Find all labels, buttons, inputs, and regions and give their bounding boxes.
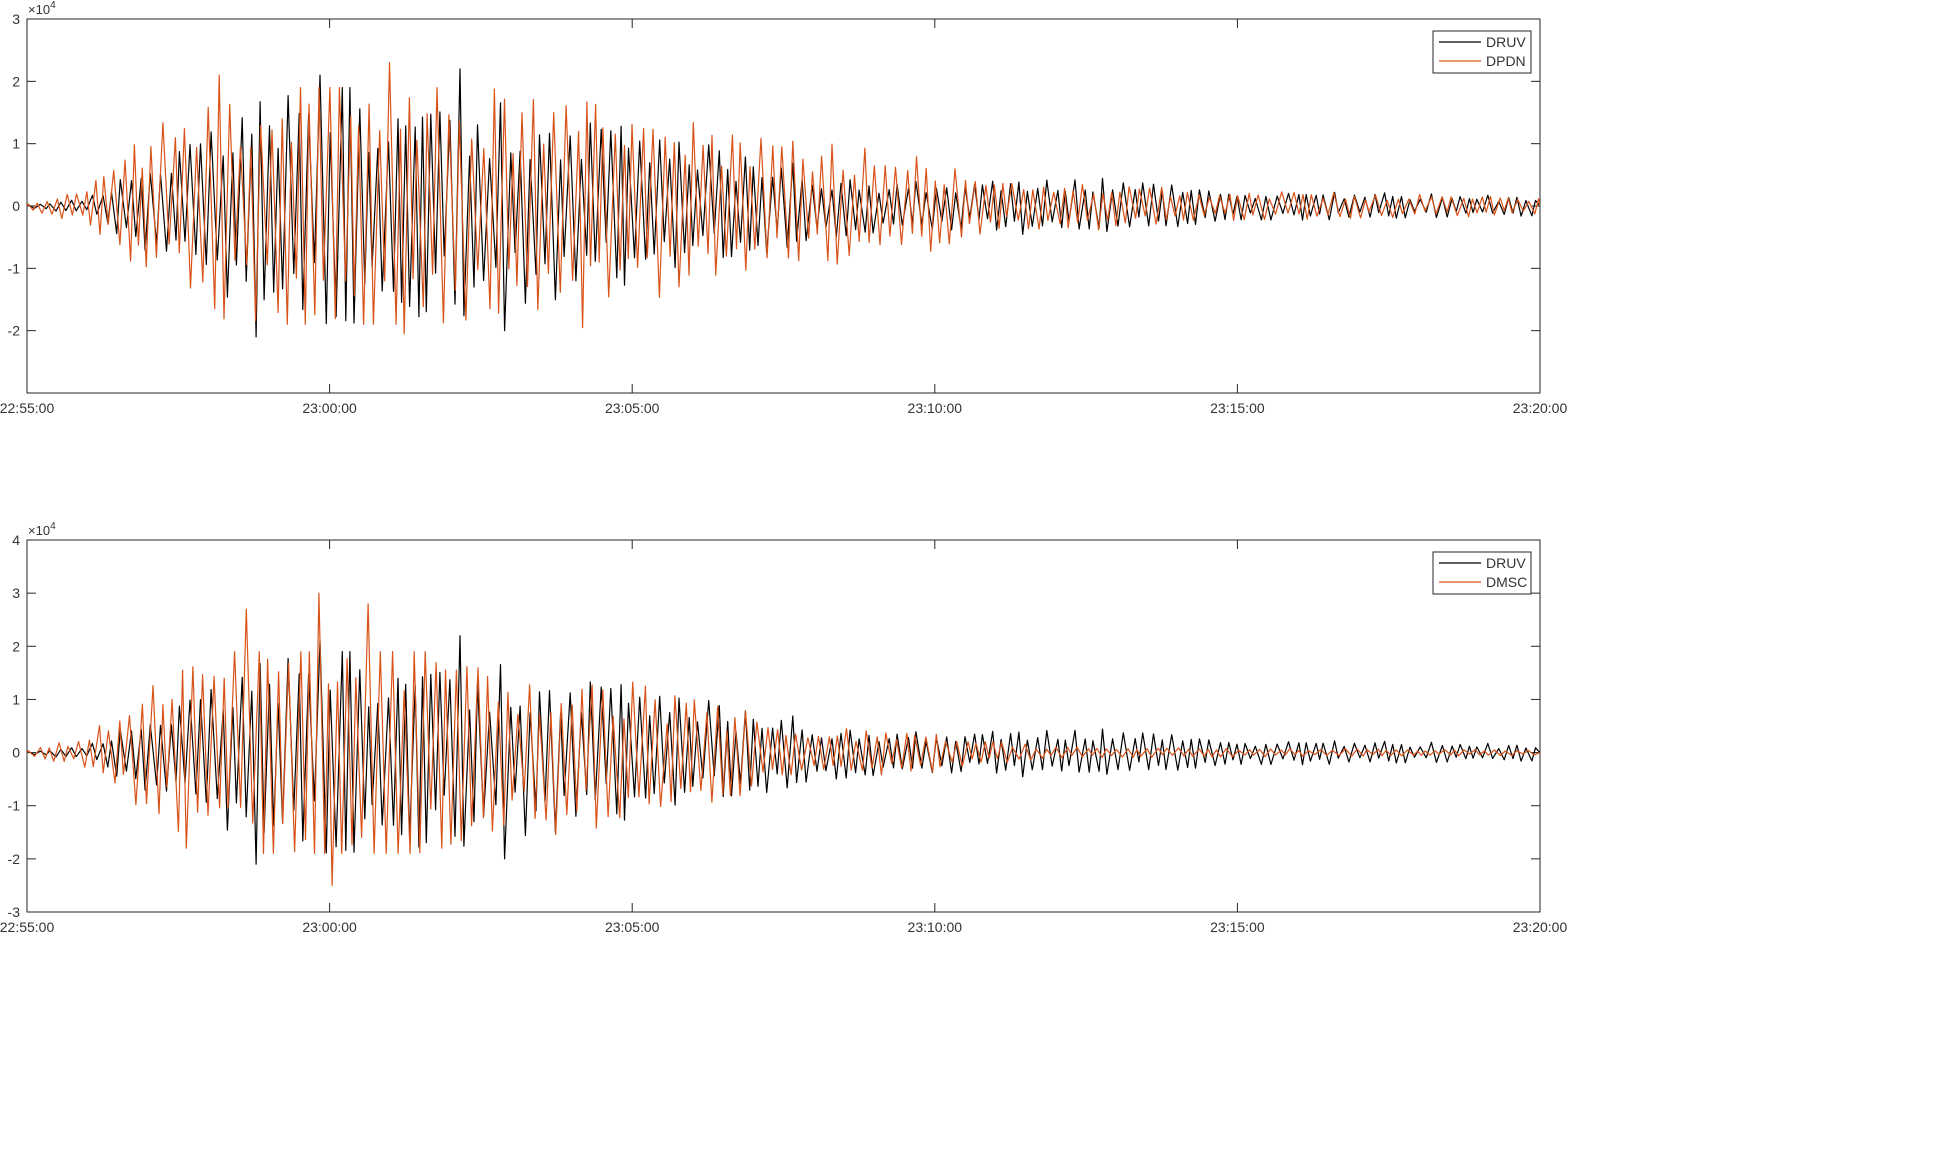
- y-tick-label: 3: [12, 11, 20, 27]
- y-tick-label: -3: [8, 904, 21, 920]
- x-tick-label: 22:55:00: [0, 400, 54, 416]
- x-tick-label: 23:20:00: [1513, 400, 1568, 416]
- y-tick-label: 0: [12, 198, 20, 214]
- x-tick-label: 23:10:00: [908, 919, 963, 935]
- legend-label-druv: DRUV: [1486, 34, 1526, 50]
- plot-area: [26, 539, 1541, 913]
- y-tick-label: -1: [8, 798, 21, 814]
- series-line-dmsc: [27, 592, 1540, 886]
- x-tick-label: 22:55:00: [0, 919, 54, 935]
- chart-top: 3 2 1 0 -1 -2 22:55:00 23:00:00 23:05:00 23:10:00…: [0, 0, 1568, 416]
- x-tick-label: 23:15:00: [1210, 400, 1265, 416]
- y-tick-label: 2: [12, 73, 20, 89]
- legend-box: [1432, 30, 1532, 74]
- y-tick-label: 3: [12, 585, 20, 601]
- y-tick-label: -2: [8, 323, 21, 339]
- y-tick-label: -1: [8, 260, 21, 276]
- x-tick-label: 23:10:00: [908, 400, 963, 416]
- legend-label-druv: DRUV: [1486, 555, 1526, 571]
- legend-label-dmsc: DMSC: [1486, 574, 1527, 590]
- y-exponent-label: ×104: [28, 521, 56, 538]
- y-tick-label: 4: [12, 532, 20, 548]
- y-tick-label: 0: [12, 745, 20, 761]
- x-tick-label: 23:00:00: [302, 400, 357, 416]
- y-tick-label: -2: [8, 851, 21, 867]
- legend-box: [1432, 551, 1532, 595]
- x-tick-label: 23:05:00: [605, 400, 660, 416]
- y-exponent-label: ×104: [28, 0, 56, 17]
- x-tick-label: 23:05:00: [605, 919, 660, 935]
- y-tick-label: 1: [12, 136, 20, 152]
- x-tick-label: 23:15:00: [1210, 919, 1265, 935]
- plot-area: [26, 18, 1541, 394]
- legend-label-dpdn: DPDN: [1486, 53, 1526, 69]
- legend: DRUV DPDN: [1432, 30, 1532, 74]
- x-tick-label: 23:20:00: [1513, 919, 1568, 935]
- chart-bottom: 4 3 2 1 0 -1 -2 -322:55:00 23:00:00 23:05:00 23:10…: [0, 521, 1568, 935]
- legend: DRUV DMSC: [1432, 551, 1532, 595]
- series-line-dpdn: [27, 62, 1540, 335]
- y-tick-label: 1: [12, 691, 20, 707]
- y-tick-label: 2: [12, 638, 20, 654]
- x-tick-label: 23:00:00: [302, 919, 357, 935]
